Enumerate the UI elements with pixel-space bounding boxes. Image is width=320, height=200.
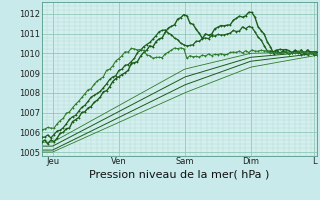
X-axis label: Pression niveau de la mer( hPa ): Pression niveau de la mer( hPa ): [89, 169, 269, 179]
